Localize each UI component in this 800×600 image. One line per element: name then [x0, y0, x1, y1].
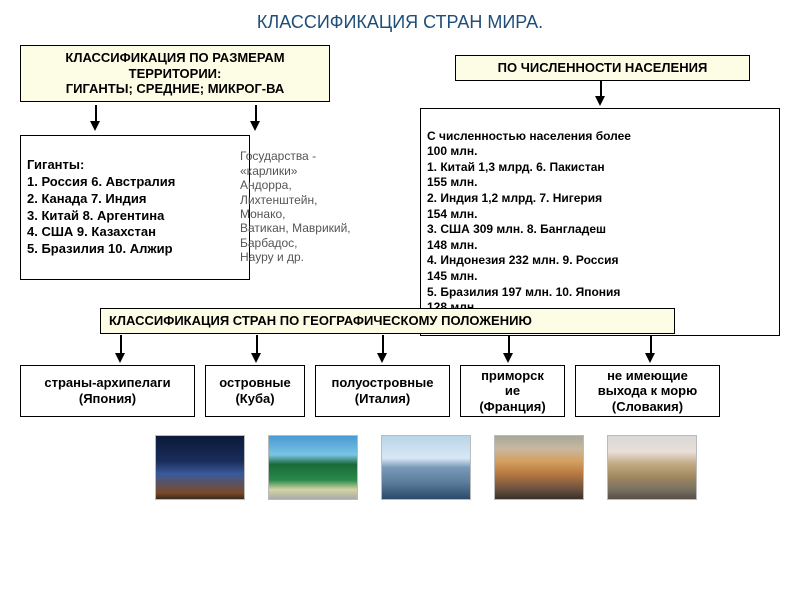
page-title: КЛАССИФИКАЦИЯ СТРАН МИРА.: [0, 0, 800, 41]
geo-header-box: КЛАССИФИКАЦИЯ СТРАН ПО ГЕОГРАФИЧЕСКОМУ П…: [100, 308, 675, 334]
category-coastal: приморск ие (Франция): [460, 365, 565, 417]
thumb-cuba: [268, 435, 358, 500]
cat-text-2: полуостровные (Италия): [332, 375, 434, 406]
arrow-down: [90, 121, 100, 131]
thumb-slovakia: [607, 435, 697, 500]
arrow-down: [377, 353, 387, 363]
arrow-stem: [650, 335, 652, 355]
thumb-japan: [155, 435, 245, 500]
population-header-text: ПО ЧИСЛЕННОСТИ НАСЕЛЕНИЯ: [498, 60, 708, 75]
category-landlocked: не имеющие выхода к морю (Словакия): [575, 365, 720, 417]
territory-header-text: КЛАССИФИКАЦИЯ ПО РАЗМЕРАМ ТЕРРИТОРИИ: ГИ…: [65, 50, 284, 96]
category-archipelago: страны-архипелаги (Япония): [20, 365, 195, 417]
arrow-stem: [382, 335, 384, 355]
arrow-stem: [120, 335, 122, 355]
arrow-down: [251, 353, 261, 363]
population-header-box: ПО ЧИСЛЕННОСТИ НАСЕЛЕНИЯ: [455, 55, 750, 81]
thumb-italy: [381, 435, 471, 500]
thumb-france: [494, 435, 584, 500]
arrow-stem: [256, 335, 258, 355]
giants-text: Гиганты: 1. Россия 6. Австралия 2. Канад…: [27, 157, 243, 258]
geo-header-text: КЛАССИФИКАЦИЯ СТРАН ПО ГЕОГРАФИЧЕСКОМУ П…: [109, 313, 532, 328]
cat-text-3: приморск ие (Франция): [479, 368, 545, 415]
arrow-down: [115, 353, 125, 363]
arrow-down: [503, 353, 513, 363]
category-island: островные (Куба): [205, 365, 305, 417]
dwarfs-text: Государства - «карлики» Андорра, Лихтенш…: [240, 149, 405, 264]
arrow-down: [250, 121, 260, 131]
arrow-stem: [508, 335, 510, 355]
arrow-down: [595, 96, 605, 106]
cat-text-4: не имеющие выхода к морю (Словакия): [598, 368, 697, 415]
dwarfs-box: Государства - «карлики» Андорра, Лихтенш…: [240, 135, 405, 279]
giants-box: Гиганты: 1. Россия 6. Австралия 2. Канад…: [20, 135, 250, 280]
category-peninsula: полуостровные (Италия): [315, 365, 450, 417]
population-list-box: С численностью населения более 100 млн. …: [420, 108, 780, 336]
population-list-text: С численностью населения более 100 млн. …: [427, 129, 773, 316]
cat-text-0: страны-архипелаги (Япония): [44, 375, 170, 406]
arrow-down: [645, 353, 655, 363]
cat-text-1: островные (Куба): [219, 375, 290, 406]
territory-header-box: КЛАССИФИКАЦИЯ ПО РАЗМЕРАМ ТЕРРИТОРИИ: ГИ…: [20, 45, 330, 102]
